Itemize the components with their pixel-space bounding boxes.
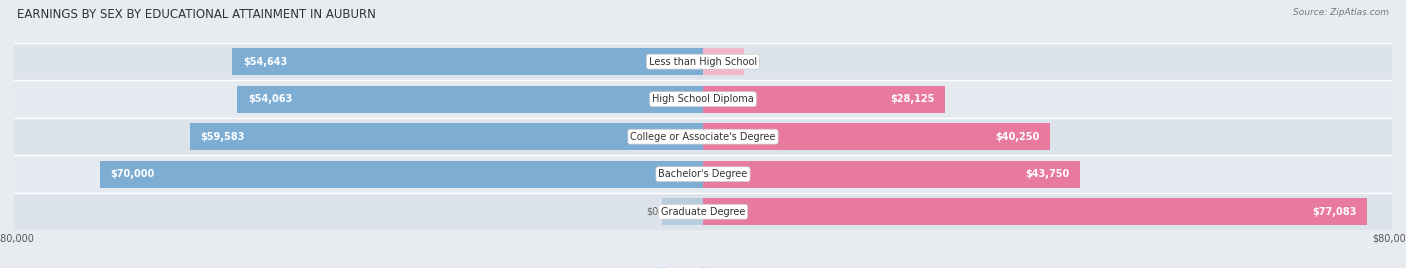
- Text: Less than High School: Less than High School: [650, 57, 756, 67]
- Text: Source: ZipAtlas.com: Source: ZipAtlas.com: [1294, 8, 1389, 17]
- Text: Bachelor's Degree: Bachelor's Degree: [658, 169, 748, 179]
- Bar: [14, 155, 1392, 193]
- Bar: [232, 48, 703, 75]
- Bar: [238, 86, 703, 113]
- Bar: [100, 161, 703, 188]
- Text: High School Diploma: High School Diploma: [652, 94, 754, 104]
- Text: $43,750: $43,750: [1025, 169, 1070, 179]
- Bar: [703, 48, 744, 75]
- Bar: [703, 123, 1050, 150]
- Bar: [703, 86, 945, 113]
- Text: $54,063: $54,063: [247, 94, 292, 104]
- Text: $59,583: $59,583: [200, 132, 245, 142]
- Text: $40,250: $40,250: [995, 132, 1039, 142]
- Text: $0: $0: [748, 57, 761, 67]
- Text: Graduate Degree: Graduate Degree: [661, 207, 745, 217]
- Text: $0: $0: [645, 207, 658, 217]
- Bar: [14, 193, 1392, 230]
- Text: $70,000: $70,000: [111, 169, 155, 179]
- Bar: [14, 118, 1392, 155]
- Text: $28,125: $28,125: [890, 94, 935, 104]
- Text: EARNINGS BY SEX BY EDUCATIONAL ATTAINMENT IN AUBURN: EARNINGS BY SEX BY EDUCATIONAL ATTAINMEN…: [17, 8, 375, 21]
- Text: College or Associate's Degree: College or Associate's Degree: [630, 132, 776, 142]
- Bar: [703, 198, 1367, 225]
- Text: $54,643: $54,643: [243, 57, 287, 67]
- Bar: [14, 80, 1392, 118]
- Bar: [703, 161, 1080, 188]
- Text: $77,083: $77,083: [1312, 207, 1357, 217]
- Bar: [662, 198, 703, 225]
- Bar: [14, 43, 1392, 80]
- Bar: [190, 123, 703, 150]
